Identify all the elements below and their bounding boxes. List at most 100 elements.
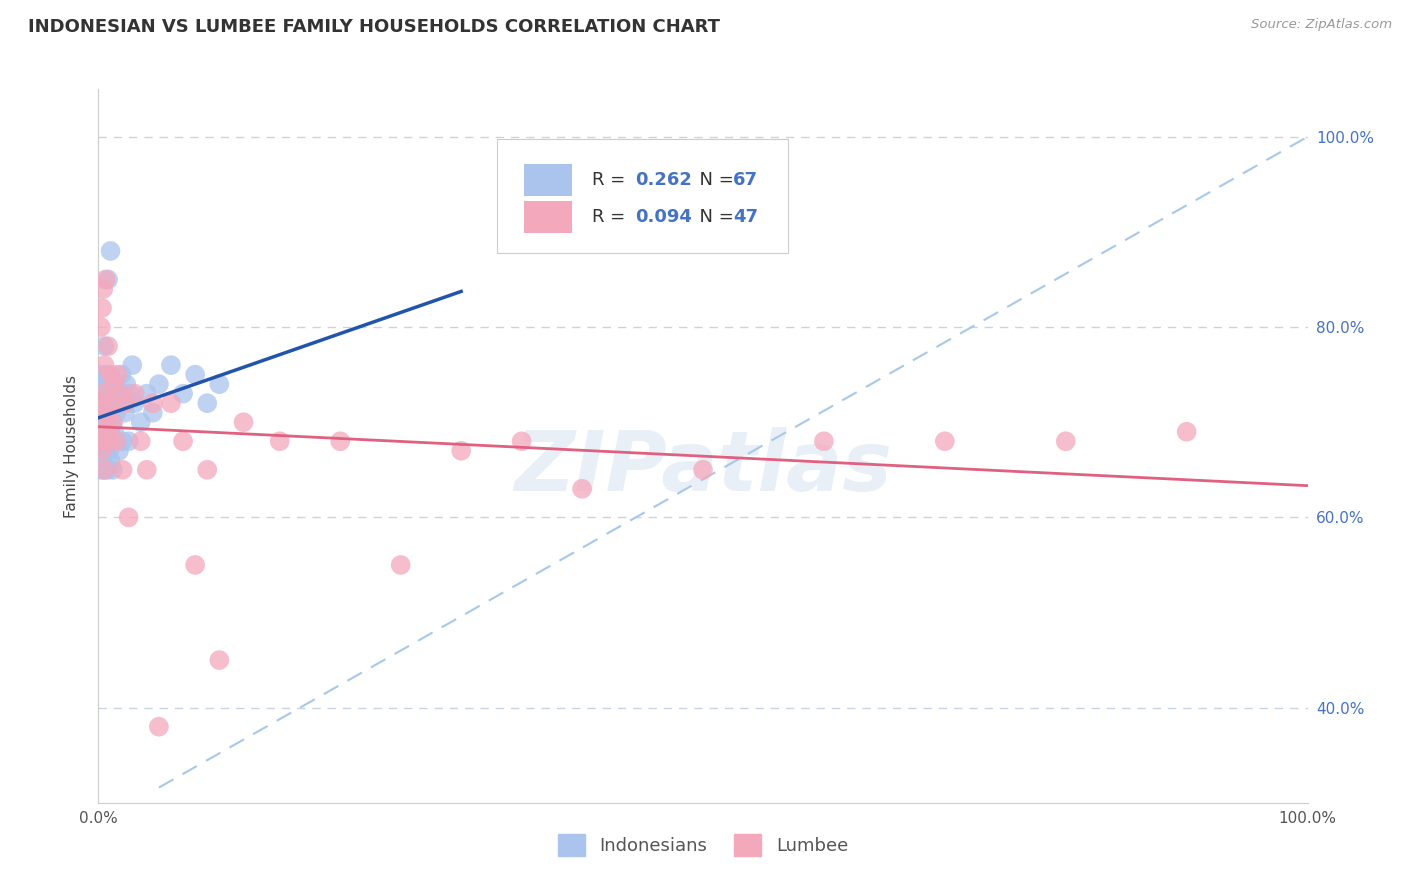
Point — [90, 396, 112, 410]
Point — [91, 386, 114, 401]
Point — [93, 434, 115, 449]
Text: R =: R = — [592, 171, 631, 189]
Point — [389, 558, 412, 572]
Point — [105, 434, 128, 449]
Point — [114, 396, 136, 410]
Point — [96, 406, 118, 420]
Point — [89, 434, 111, 449]
Point — [107, 368, 129, 382]
Point — [96, 425, 118, 439]
Point — [104, 377, 127, 392]
Point — [148, 377, 170, 392]
Point — [97, 406, 120, 420]
FancyBboxPatch shape — [498, 139, 787, 253]
Point — [510, 434, 533, 449]
Text: N =: N = — [689, 171, 740, 189]
Point — [90, 443, 112, 458]
Text: ZIPatlas: ZIPatlas — [515, 427, 891, 508]
Point — [105, 434, 128, 449]
Point — [148, 720, 170, 734]
Point — [101, 415, 124, 429]
Point — [91, 368, 114, 382]
Point — [329, 434, 352, 449]
Point — [118, 434, 141, 449]
Text: INDONESIAN VS LUMBEE FAMILY HOUSEHOLDS CORRELATION CHART: INDONESIAN VS LUMBEE FAMILY HOUSEHOLDS C… — [28, 18, 720, 36]
Point — [269, 434, 291, 449]
Point — [208, 377, 231, 392]
Point — [105, 406, 128, 420]
Point — [110, 368, 132, 382]
Point — [96, 368, 118, 382]
Point — [129, 434, 152, 449]
Point — [90, 415, 112, 429]
Point — [121, 358, 143, 372]
Point — [97, 339, 120, 353]
Point — [129, 415, 152, 429]
Point — [111, 463, 134, 477]
Point — [98, 434, 121, 449]
Point — [94, 272, 117, 286]
Point — [142, 396, 165, 410]
Legend: Indonesians, Lumbee: Indonesians, Lumbee — [548, 825, 858, 865]
Point — [172, 434, 194, 449]
Point — [101, 415, 124, 429]
Text: 0.094: 0.094 — [636, 209, 692, 227]
Point — [91, 377, 114, 392]
Point — [160, 358, 183, 372]
Point — [91, 443, 114, 458]
Point — [114, 406, 136, 420]
Point — [103, 377, 125, 392]
Point — [108, 386, 131, 401]
Point — [1175, 425, 1198, 439]
Point — [100, 396, 122, 410]
Point — [89, 434, 111, 449]
Text: N =: N = — [689, 209, 740, 227]
Point — [100, 425, 122, 439]
Point — [97, 415, 120, 429]
Point — [91, 386, 114, 401]
Point — [93, 406, 115, 420]
Point — [90, 377, 112, 392]
Point — [94, 415, 117, 429]
Point — [94, 415, 117, 429]
Point — [100, 368, 122, 382]
Point — [96, 434, 118, 449]
Point — [124, 386, 146, 401]
Point — [142, 406, 165, 420]
Point — [111, 434, 134, 449]
Point — [934, 434, 956, 449]
Point — [100, 406, 122, 420]
Point — [195, 463, 218, 477]
Point — [108, 443, 131, 458]
Text: 0.262: 0.262 — [636, 171, 692, 189]
Point — [91, 396, 114, 410]
Point — [100, 396, 122, 410]
Point — [115, 377, 138, 392]
Point — [172, 386, 194, 401]
Point — [91, 301, 114, 315]
Point — [96, 386, 118, 401]
Point — [135, 386, 157, 401]
Point — [91, 434, 114, 449]
Point — [100, 434, 122, 449]
FancyBboxPatch shape — [524, 164, 572, 196]
Point — [90, 320, 112, 334]
Text: 47: 47 — [734, 209, 758, 227]
Point — [97, 386, 120, 401]
Point — [1054, 434, 1077, 449]
Point — [91, 463, 114, 477]
Point — [571, 482, 593, 496]
Point — [118, 386, 141, 401]
Point — [94, 443, 117, 458]
Point — [100, 453, 122, 467]
Point — [813, 434, 835, 449]
Point — [91, 425, 114, 439]
Point — [124, 396, 146, 410]
Point — [98, 443, 121, 458]
Point — [97, 272, 120, 286]
Point — [118, 510, 141, 524]
Point — [91, 453, 114, 467]
Point — [98, 425, 121, 439]
FancyBboxPatch shape — [524, 202, 572, 234]
Point — [103, 425, 125, 439]
